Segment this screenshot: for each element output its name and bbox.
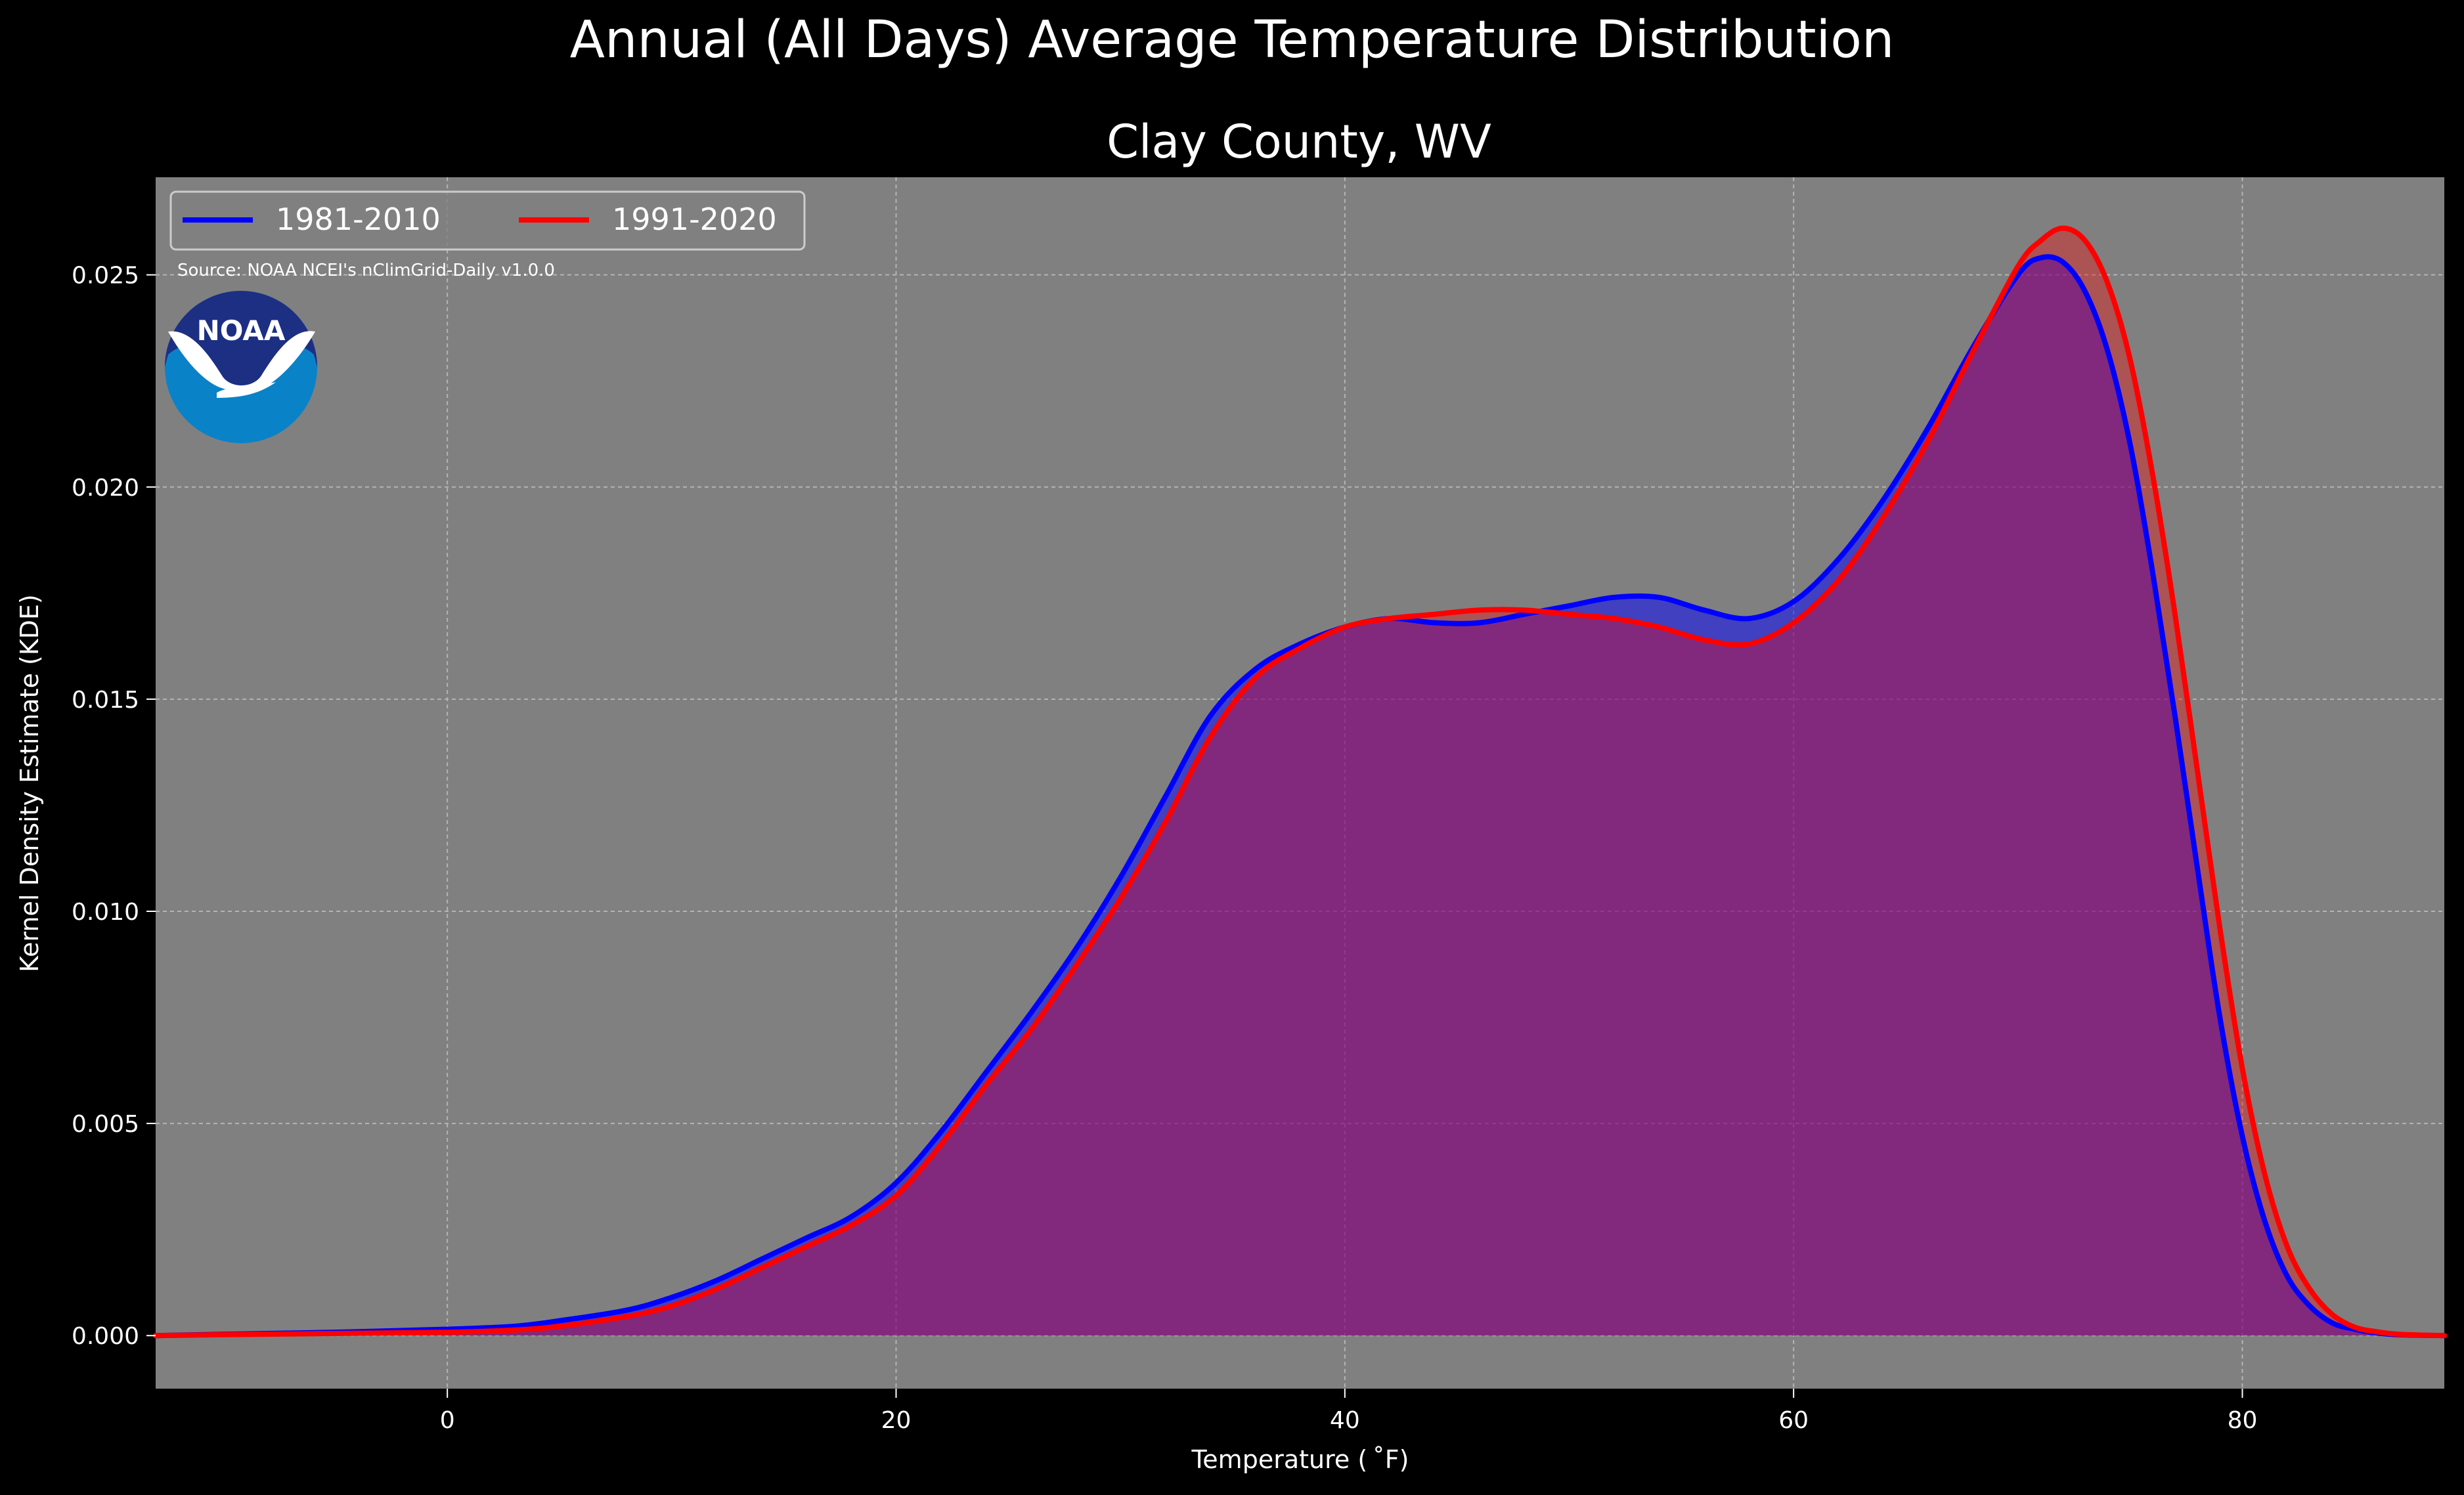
- x-tick-label: 20: [881, 1407, 912, 1434]
- figure-suptitle: Annual (All Days) Average Temperature Di…: [570, 11, 1895, 70]
- source-note: Source: NOAA NCEI's nClimGrid-Daily v1.0…: [177, 261, 555, 280]
- x-axis-label: Temperature ( ˚F): [1191, 1445, 1409, 1474]
- y-tick-label: 0.000: [72, 1323, 139, 1350]
- axes-title: Clay County, WV: [1107, 115, 1491, 169]
- series-line-1981-2010: [153, 254, 2447, 1339]
- x-tick-label: 60: [1778, 1407, 1809, 1434]
- x-tick-label: 40: [1330, 1407, 1360, 1434]
- y-tick-label: 0.020: [72, 475, 139, 502]
- noaa-logo: NOAA: [165, 291, 317, 443]
- y-tick-label: 0.025: [72, 263, 139, 290]
- noaa-logo-text: NOAA: [197, 314, 286, 347]
- legend-label-1991-2020: 1991-2020: [612, 202, 777, 237]
- legend-label-1981-2010: 1981-2010: [276, 202, 441, 237]
- y-axis-label: Kernel Density Estimate (KDE): [15, 594, 44, 972]
- y-tick-label: 0.015: [72, 687, 139, 714]
- y-tick-label: 0.010: [72, 899, 139, 926]
- x-tick-label: 80: [2228, 1407, 2258, 1434]
- series-lines: [153, 225, 2447, 1339]
- series-line-1991-2020: [153, 225, 2447, 1339]
- y-tick-label: 0.005: [72, 1111, 139, 1138]
- series-fills: [156, 228, 2444, 1336]
- x-axis-ticks: 0 20 40 60 80: [440, 1389, 2258, 1434]
- series-fill-1981-2010: [156, 257, 2444, 1336]
- series-fill-1991-2020: [156, 228, 2444, 1336]
- legend: 1981-2010 1991-2020: [169, 190, 806, 251]
- legend-frame: [169, 190, 806, 251]
- x-tick-label: 0: [440, 1407, 455, 1434]
- y-axis-ticks: 0.000 0.005 0.010 0.015 0.020 0.025: [72, 263, 156, 1350]
